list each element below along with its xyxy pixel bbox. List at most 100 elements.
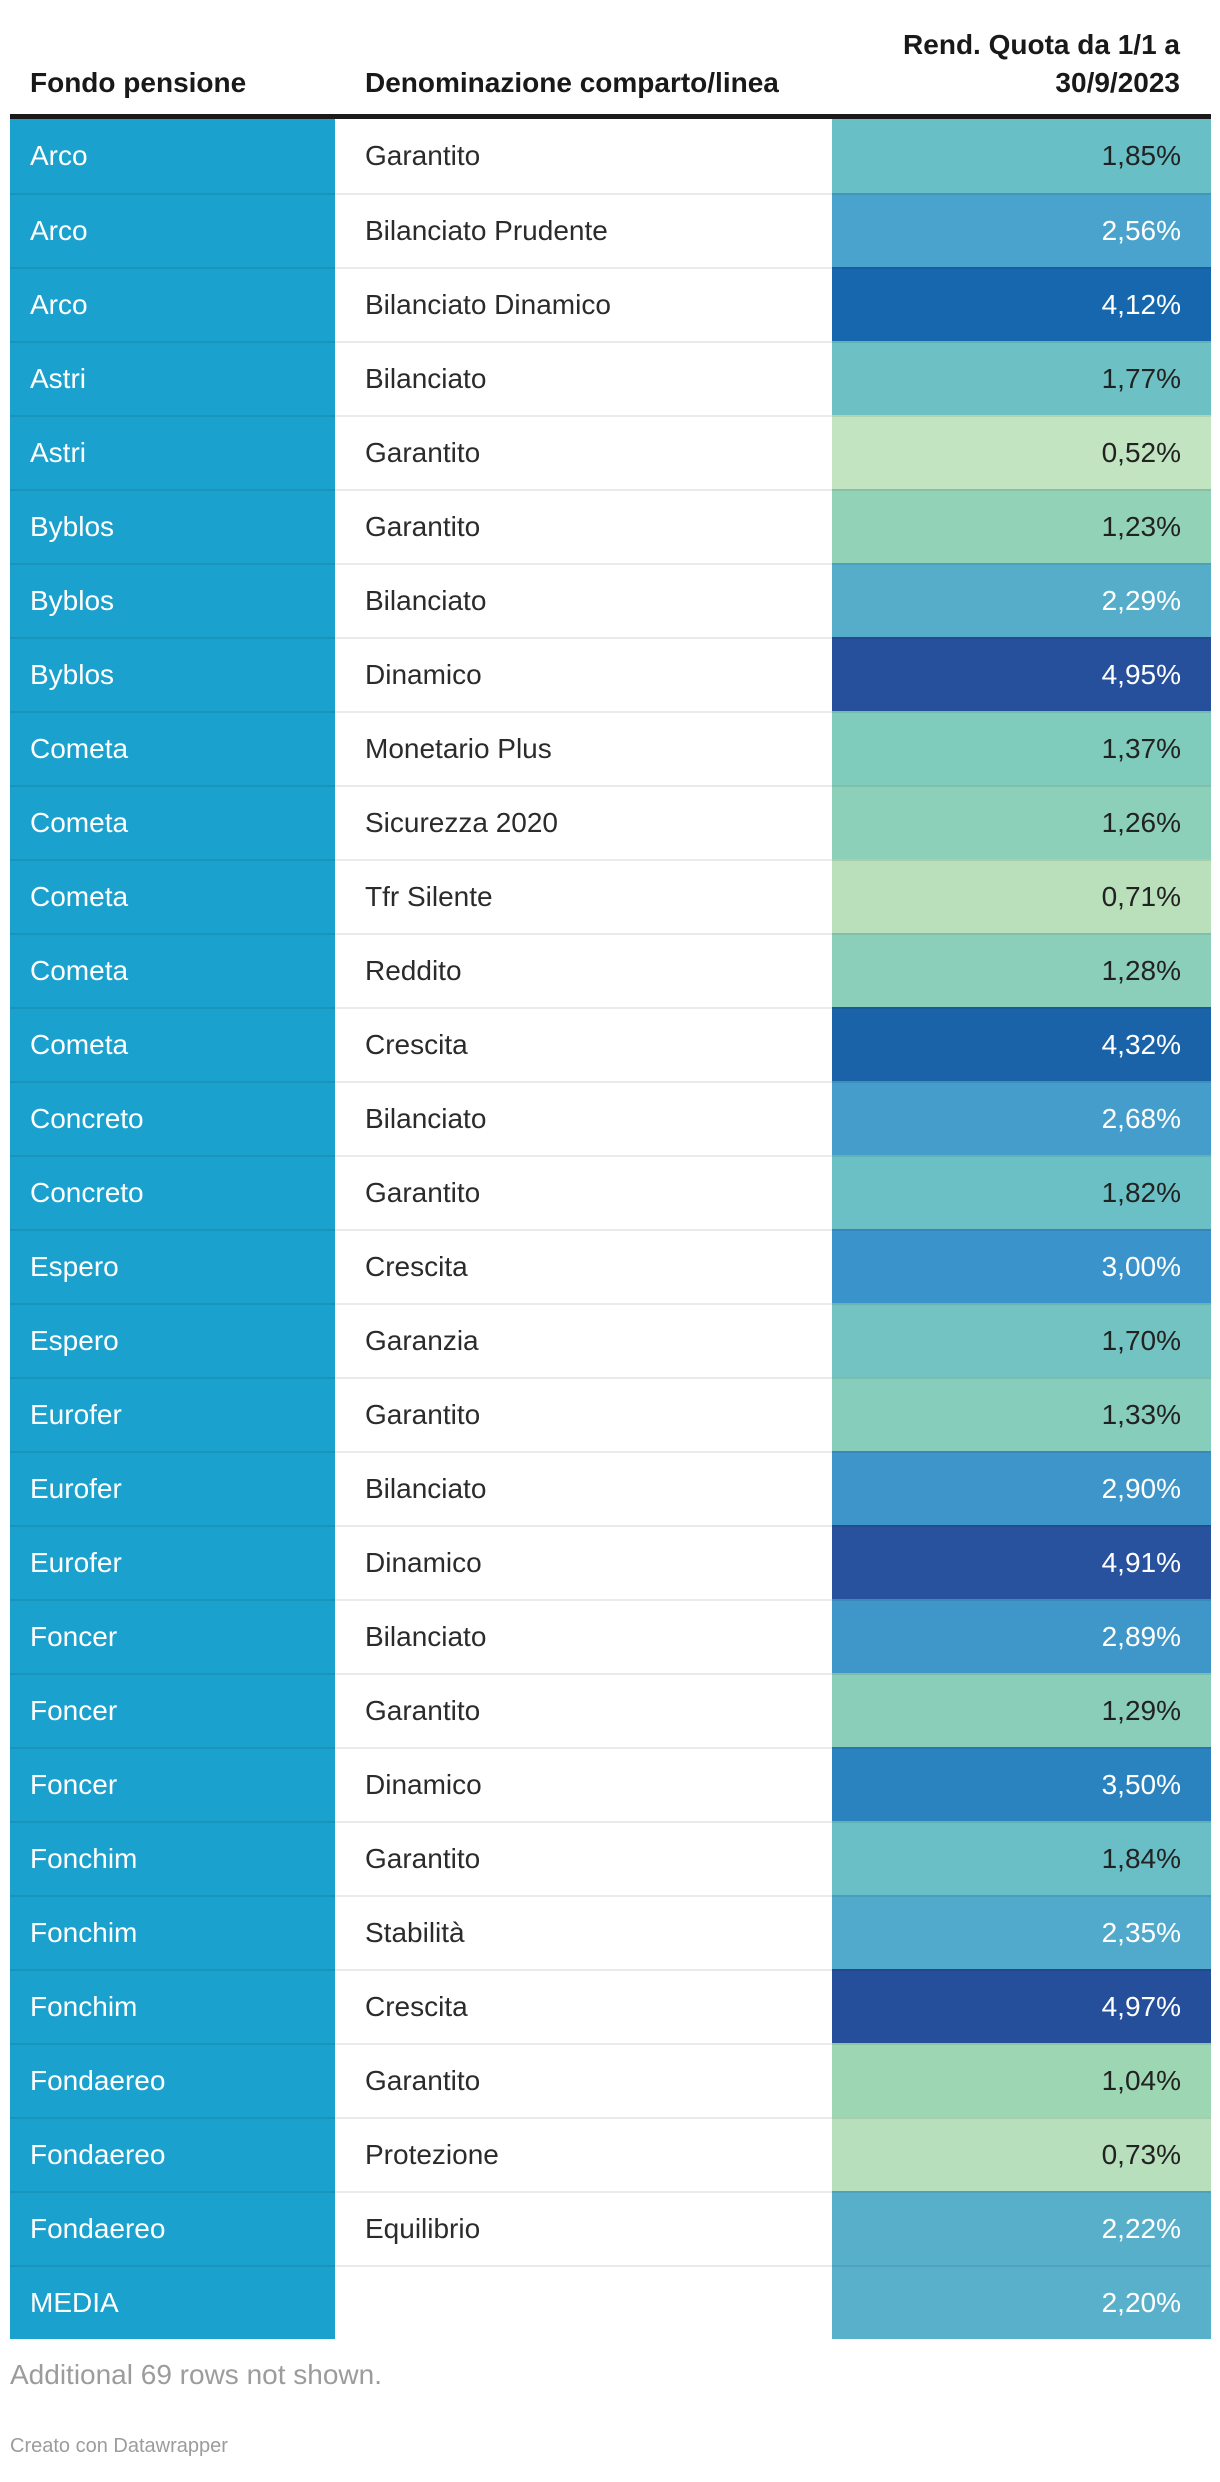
table-row: Fonchim Stabilità 2,35% <box>10 1894 1211 1969</box>
comparto-cell: Protezione <box>335 2116 832 2191</box>
fund-name-cell: Concreto <box>10 1154 335 1229</box>
table-row: Arco Bilanciato Dinamico 4,12% <box>10 266 1211 341</box>
return-value-cell: 4,32% <box>832 1006 1211 1081</box>
table-row: Espero Crescita 3,00% <box>10 1228 1211 1303</box>
comparto-cell: Equilibrio <box>335 2190 832 2265</box>
fund-name-cell: Cometa <box>10 858 335 933</box>
return-value-cell: 0,71% <box>832 858 1211 933</box>
comparto-cell: Bilanciato <box>335 1598 832 1673</box>
table-row: Espero Garanzia 1,70% <box>10 1302 1211 1377</box>
fund-name-cell: Eurofer <box>10 1524 335 1599</box>
return-value-cell: 1,33% <box>832 1376 1211 1451</box>
fund-name-cell: Byblos <box>10 488 335 563</box>
table-row: Fondaereo Garantito 1,04% <box>10 2042 1211 2117</box>
table-row: Foncer Dinamico 3,50% <box>10 1746 1211 1821</box>
table-row: Fonchim Crescita 4,97% <box>10 1968 1211 2043</box>
comparto-cell: Dinamico <box>335 1524 832 1599</box>
comparto-cell: Bilanciato <box>335 1450 832 1525</box>
return-value-cell: 0,52% <box>832 414 1211 489</box>
comparto-cell: Monetario Plus <box>335 710 832 785</box>
column-header-rendimento: Rend. Quota da 1/1 a 30/9/2023 <box>832 26 1211 102</box>
fund-name-cell: Cometa <box>10 710 335 785</box>
comparto-cell: Dinamico <box>335 1746 832 1821</box>
fund-name-cell: Foncer <box>10 1672 335 1747</box>
comparto-cell: Garantito <box>335 1672 832 1747</box>
comparto-cell: Tfr Silente <box>335 858 832 933</box>
table-row: Fonchim Garantito 1,84% <box>10 1820 1211 1895</box>
table-row: Foncer Bilanciato 2,89% <box>10 1598 1211 1673</box>
return-value-cell: 2,20% <box>832 2264 1211 2339</box>
column-header-rendimento-line1: Rend. Quota da 1/1 a <box>903 29 1180 60</box>
fund-name-cell: Byblos <box>10 636 335 711</box>
table-row: Eurofer Bilanciato 2,90% <box>10 1450 1211 1525</box>
comparto-cell: Garantito <box>335 488 832 563</box>
fund-name-cell: Espero <box>10 1302 335 1377</box>
return-value-cell: 2,90% <box>832 1450 1211 1525</box>
fund-name-cell: Cometa <box>10 1006 335 1081</box>
comparto-cell: Stabilità <box>335 1894 832 1969</box>
return-value-cell: 1,29% <box>832 1672 1211 1747</box>
return-value-cell: 2,29% <box>832 562 1211 637</box>
table-row: Cometa Reddito 1,28% <box>10 932 1211 1007</box>
table-header-row: Fondo pensione Denominazione comparto/li… <box>10 0 1211 119</box>
return-value-cell: 3,00% <box>832 1228 1211 1303</box>
table-row: Cometa Monetario Plus 1,37% <box>10 710 1211 785</box>
column-header-denominazione: Denominazione comparto/linea <box>365 66 779 98</box>
comparto-cell: Bilanciato Prudente <box>335 192 832 267</box>
datawrapper-credit: Creato con Datawrapper <box>10 2434 228 2457</box>
fund-name-cell: Fonchim <box>10 1968 335 2043</box>
comparto-cell: Bilanciato <box>335 1080 832 1155</box>
return-value-cell: 1,70% <box>832 1302 1211 1377</box>
comparto-cell: Bilanciato <box>335 562 832 637</box>
table-row: Eurofer Garantito 1,33% <box>10 1376 1211 1451</box>
rows-not-shown-note: Additional 69 rows not shown. <box>10 2358 382 2390</box>
fund-name-cell: Foncer <box>10 1598 335 1673</box>
return-value-cell: 1,04% <box>832 2042 1211 2117</box>
return-value-cell: 1,77% <box>832 340 1211 415</box>
comparto-cell: Garantito <box>335 1820 832 1895</box>
table-row: Cometa Tfr Silente 0,71% <box>10 858 1211 933</box>
fund-name-cell: Fonchim <box>10 1820 335 1895</box>
fund-name-cell: Fonchim <box>10 1894 335 1969</box>
table-row: MEDIA 2,20% <box>10 2264 1211 2339</box>
comparto-cell: Garantito <box>335 414 832 489</box>
return-value-cell: 4,95% <box>832 636 1211 711</box>
comparto-cell: Sicurezza 2020 <box>335 784 832 859</box>
fund-name-cell: Astri <box>10 414 335 489</box>
fund-name-cell: MEDIA <box>10 2264 335 2339</box>
fund-name-cell: Concreto <box>10 1080 335 1155</box>
return-value-cell: 2,22% <box>832 2190 1211 2265</box>
table-row: Eurofer Dinamico 4,91% <box>10 1524 1211 1599</box>
return-value-cell: 0,73% <box>832 2116 1211 2191</box>
comparto-cell: Dinamico <box>335 636 832 711</box>
return-value-cell: 3,50% <box>832 1746 1211 1821</box>
return-value-cell: 2,68% <box>832 1080 1211 1155</box>
return-value-cell: 1,26% <box>832 784 1211 859</box>
fund-name-cell: Arco <box>10 266 335 341</box>
fund-name-cell: Cometa <box>10 932 335 1007</box>
table-row: Astri Garantito 0,52% <box>10 414 1211 489</box>
return-value-cell: 1,23% <box>832 488 1211 563</box>
comparto-cell: Garantito <box>335 1154 832 1229</box>
return-value-cell: 1,85% <box>832 118 1211 193</box>
fund-name-cell: Espero <box>10 1228 335 1303</box>
fund-name-cell: Eurofer <box>10 1450 335 1525</box>
fund-name-cell: Fondaereo <box>10 2042 335 2117</box>
table-row: Byblos Garantito 1,23% <box>10 488 1211 563</box>
return-value-cell: 4,12% <box>832 266 1211 341</box>
fund-name-cell: Cometa <box>10 784 335 859</box>
table-row: Byblos Bilanciato 2,29% <box>10 562 1211 637</box>
table-row: Fondaereo Protezione 0,73% <box>10 2116 1211 2191</box>
return-value-cell: 2,56% <box>832 192 1211 267</box>
comparto-cell: Bilanciato Dinamico <box>335 266 832 341</box>
fund-name-cell: Foncer <box>10 1746 335 1821</box>
comparto-cell: Bilanciato <box>335 340 832 415</box>
comparto-cell: Reddito <box>335 932 832 1007</box>
comparto-cell: Garantito <box>335 2042 832 2117</box>
table-row: Fondaereo Equilibrio 2,22% <box>10 2190 1211 2265</box>
table-row: Byblos Dinamico 4,95% <box>10 636 1211 711</box>
table-row: Arco Garantito 1,85% <box>10 118 1211 193</box>
fund-name-cell: Arco <box>10 118 335 193</box>
datawrapper-table: Fondo pensione Denominazione comparto/li… <box>10 0 1211 2458</box>
table-body: Arco Garantito 1,85% Arco Bilanciato Prudent… <box>10 118 1211 2339</box>
